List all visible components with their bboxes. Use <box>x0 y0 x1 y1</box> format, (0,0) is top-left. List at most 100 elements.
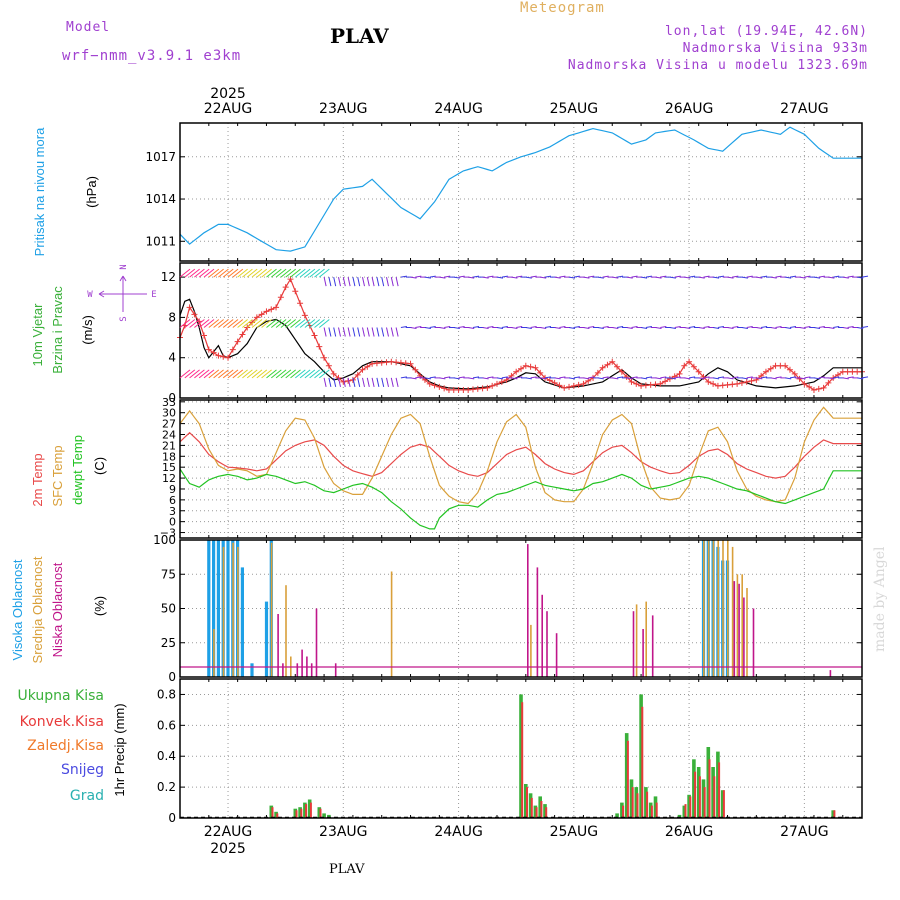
wind-arrow-0-60 <box>400 275 407 278</box>
bar-precip-1-24 <box>698 776 701 818</box>
wind-arrow-1-71 <box>453 327 460 329</box>
wind-arrow-1-63 <box>415 326 422 328</box>
wind-arrow-2-80 <box>496 377 504 380</box>
gust-marker-149 <box>825 379 832 386</box>
ytick-label-wind-0: 0 <box>168 391 176 405</box>
bar-precip-0-17 <box>624 733 629 818</box>
wind-arrow-1-26 <box>237 319 248 328</box>
wind-arrow-2-84 <box>516 376 523 379</box>
ytick-label-clouds-2: 50 <box>161 602 176 616</box>
gust-marker-34 <box>273 304 280 311</box>
wind-arrow-0-122 <box>698 276 705 279</box>
wind-arrow-2-15 <box>184 369 196 379</box>
wind-arrow-2-144 <box>804 376 811 379</box>
day-label-bottom-1: 23AUG <box>319 824 368 840</box>
wind-arrow-2-24 <box>227 369 239 379</box>
wind-arrow-0-84 <box>516 275 523 278</box>
wind-arrow-1-57 <box>386 327 389 337</box>
bar-precip-0-23 <box>653 796 658 818</box>
bar-precip-0-15 <box>615 813 619 818</box>
wind-arrow-2-48 <box>342 377 346 388</box>
wind-arrow-0-107 <box>626 276 633 279</box>
wind-arrow-2-25 <box>232 369 244 379</box>
wind-arrow-2-54 <box>371 377 375 388</box>
bar-clouds-1-8 <box>530 624 532 677</box>
wind-arrow-1-156 <box>861 326 869 328</box>
wind-arrow-2-122 <box>698 377 705 380</box>
wind-arrow-0-141 <box>789 275 797 278</box>
wind-arrow-2-75 <box>472 376 480 379</box>
wind-arrow-0-63 <box>415 275 422 278</box>
ylabel-temp-3: dewpt Temp <box>70 435 85 505</box>
wind-arrow-2-49 <box>347 377 351 388</box>
wind-arrow-0-128 <box>727 276 734 279</box>
wind-arrow-2-14 <box>179 369 191 379</box>
gust-marker-82 <box>503 376 510 383</box>
wind-arrow-0-29 <box>251 268 263 278</box>
ytick-label-pressure-2: 1017 <box>145 150 176 164</box>
bar-clouds-2-5 <box>310 663 313 677</box>
wind-arrow-0-87 <box>530 275 537 278</box>
wind-arrow-0-48 <box>342 276 346 287</box>
ytick-label-clouds-0: 0 <box>168 670 176 684</box>
wind-arrow-2-138 <box>775 376 782 379</box>
wind-arrow-1-22 <box>218 319 229 328</box>
bar-precip-1-20 <box>655 802 658 818</box>
wind-arrow-1-147 <box>818 326 825 328</box>
bar-precip-1-16 <box>636 793 639 818</box>
gust-marker-17 <box>191 311 198 318</box>
wind-arrow-2-108 <box>631 376 638 379</box>
gust-marker-106 <box>618 368 625 375</box>
wind-arrow-2-60 <box>400 376 407 379</box>
wind-arrow-2-153 <box>847 376 854 379</box>
wind-arrow-1-59 <box>395 327 399 337</box>
wind-arrow-0-98 <box>583 276 590 279</box>
wind-arrow-1-30 <box>256 319 268 328</box>
gust-marker-37 <box>287 276 294 283</box>
wind-arrow-1-107 <box>626 327 633 329</box>
wind-arrow-0-52 <box>362 276 365 287</box>
wind-arrow-0-46 <box>333 276 337 287</box>
wind-arrow-1-108 <box>631 326 638 328</box>
wind-arrow-0-32 <box>266 268 277 278</box>
wind-arrow-1-132 <box>746 326 753 328</box>
wind-arrow-1-135 <box>761 326 768 328</box>
wind-arrow-1-75 <box>472 326 480 328</box>
wind-arrow-2-87 <box>530 376 537 379</box>
wind-arrow-2-123 <box>703 376 710 379</box>
gust-marker-27 <box>239 331 246 338</box>
bar-precip-0-1 <box>274 811 278 818</box>
ytick-label-temperature-3: 6 <box>169 494 176 507</box>
gust-marker-55 <box>373 360 380 367</box>
wind-arrow-1-74 <box>468 327 475 329</box>
ylabel-precip: 1hr Precip (mm) <box>112 703 127 796</box>
bar-precip-0-16 <box>620 802 624 818</box>
wind-arrow-0-26 <box>237 268 248 278</box>
model-label: Model <box>66 20 111 35</box>
wind-arrow-0-42 <box>314 268 325 278</box>
wind-arrow-0-140 <box>785 276 792 279</box>
gust-marker-58 <box>388 358 395 365</box>
wind-arrow-2-26 <box>237 369 248 379</box>
wind-arrow-0-22 <box>218 268 229 278</box>
ytick-label-temperature-2: 3 <box>169 505 176 518</box>
gust-marker-32 <box>263 308 270 315</box>
wind-arrow-0-34 <box>275 268 287 278</box>
bar-clouds-1-17 <box>731 546 734 677</box>
wind-arrow-1-40 <box>304 319 316 328</box>
wind-arrow-2-40 <box>304 369 316 379</box>
wind-arrow-0-131 <box>741 276 748 279</box>
wind-arrow-1-137 <box>770 327 777 329</box>
wind-arrow-1-138 <box>775 326 782 328</box>
wind-arrow-1-146 <box>813 327 821 329</box>
wind-arrow-1-32 <box>266 319 277 328</box>
bar-clouds-2-17 <box>738 583 740 677</box>
wind-arrow-0-80 <box>496 276 504 279</box>
wind-arrow-0-59 <box>395 276 399 287</box>
wind-arrow-2-90 <box>544 376 552 379</box>
gust-marker-145 <box>806 383 813 390</box>
wind-arrow-2-22 <box>218 369 229 379</box>
bar-precip-1-21 <box>684 804 687 818</box>
